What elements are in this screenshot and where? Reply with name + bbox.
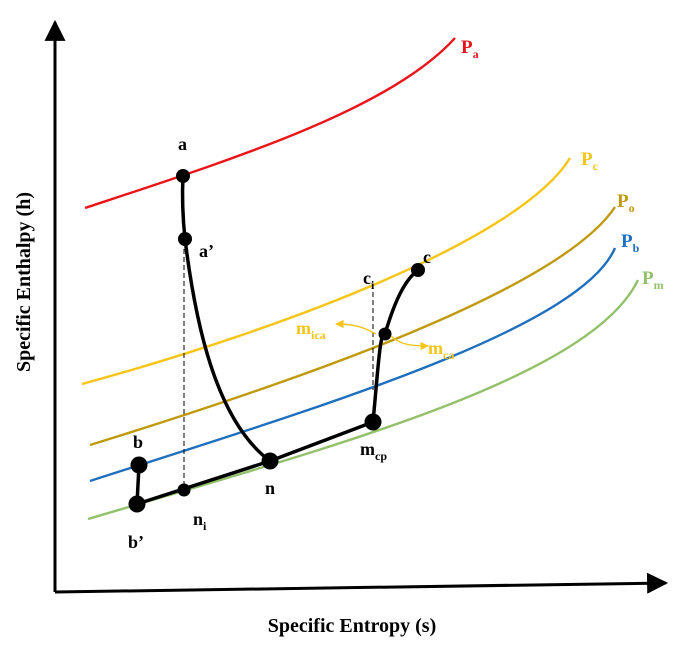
isobar-labels: Pa Pc Po Pb Pm bbox=[461, 37, 664, 292]
point-b bbox=[130, 456, 148, 474]
point-m-junction bbox=[378, 327, 392, 341]
label-m-ca: mca bbox=[428, 338, 454, 362]
isobar-pm bbox=[87, 279, 640, 521]
process-mcp-to-c bbox=[371, 268, 420, 423]
isobar-pa bbox=[84, 37, 456, 210]
label-a-prime: a’ bbox=[199, 241, 214, 261]
isobar-po bbox=[89, 206, 616, 447]
isobar-pb bbox=[89, 247, 617, 483]
point-n-i bbox=[177, 483, 191, 497]
label-po: Po bbox=[617, 191, 635, 215]
label-pm: Pm bbox=[642, 268, 664, 292]
process-n-to-bprime bbox=[136, 459, 271, 506]
flow-labels: mica mca bbox=[296, 318, 454, 362]
process-n-to-mcp bbox=[269, 420, 374, 463]
arrow-m-ca bbox=[390, 335, 429, 351]
y-axis-title: Specific Enthalpy (h) bbox=[13, 192, 35, 372]
label-a: a bbox=[178, 134, 187, 154]
point-b-prime bbox=[128, 495, 146, 513]
label-c: c bbox=[423, 247, 431, 267]
x-axis-title: Specific Entropy (s) bbox=[268, 615, 437, 637]
guide-lines bbox=[183, 241, 374, 490]
label-n-i: ni bbox=[193, 509, 207, 533]
axes bbox=[44, 19, 669, 594]
label-n: n bbox=[265, 478, 275, 498]
point-n bbox=[261, 452, 279, 470]
isobar-pc bbox=[81, 157, 572, 386]
process-aprime-to-n bbox=[183, 238, 272, 463]
label-m-cp: mcp bbox=[360, 439, 387, 463]
point-labels: a a’ n ni b b’ mcp c ci bbox=[128, 134, 431, 552]
point-c bbox=[411, 263, 425, 277]
arrow-m-ica bbox=[335, 319, 377, 335]
x-axis bbox=[54, 572, 669, 594]
label-pc: Pc bbox=[581, 149, 599, 173]
flow-arrows bbox=[335, 319, 429, 351]
point-a-prime bbox=[178, 232, 192, 246]
label-b-prime: b’ bbox=[128, 532, 144, 552]
label-b: b bbox=[133, 432, 143, 452]
label-pa: Pa bbox=[461, 37, 479, 61]
point-m-cp bbox=[364, 413, 382, 431]
label-pb: Pb bbox=[621, 231, 640, 255]
label-c-i: ci bbox=[363, 268, 375, 292]
point-a bbox=[176, 169, 190, 183]
label-m-ica: mica bbox=[296, 318, 326, 342]
state-points bbox=[128, 169, 425, 513]
process-a-to-aprime bbox=[180, 175, 187, 240]
